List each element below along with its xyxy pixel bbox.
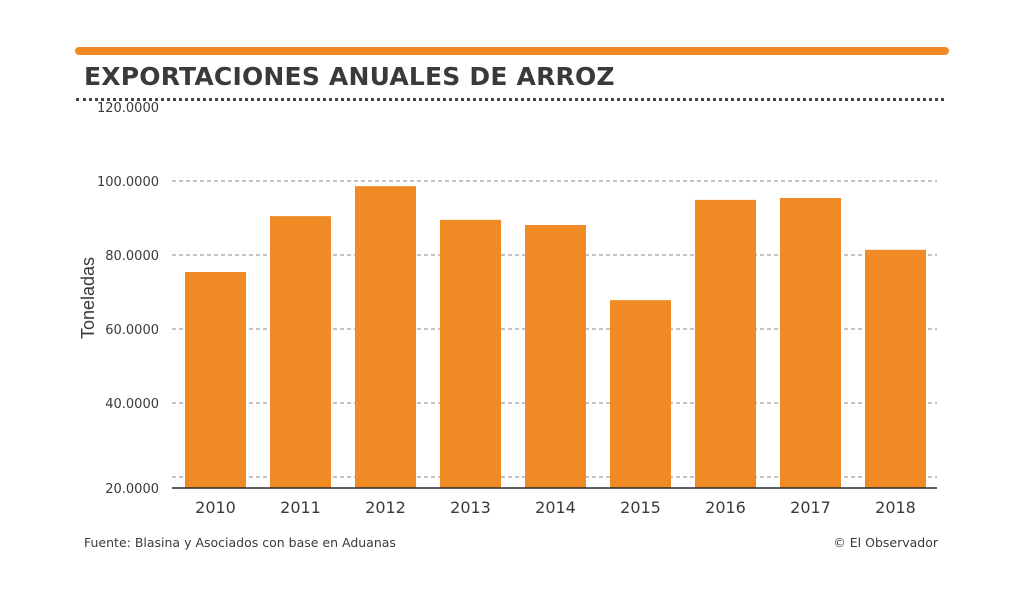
y-tick-label: 100.0000 (97, 175, 159, 190)
bar-2016 (695, 199, 756, 488)
x-tick-label: 2012 (365, 498, 406, 517)
copyright-credit: © El Observador (833, 535, 938, 550)
title-dotted-divider (76, 98, 944, 101)
x-tick-label: 2014 (535, 498, 576, 517)
y-tick-label: 40.0000 (105, 397, 159, 412)
x-tick-labels: 2010 2011 2012 2013 2014 2015 2016 2017 2018 (195, 498, 916, 517)
bar-2014 (525, 225, 586, 488)
x-tick-label: 2010 (195, 498, 236, 517)
x-tick-label: 2018 (875, 498, 916, 517)
y-axis-label: Toneladas (78, 257, 98, 339)
y-tick-label: 120.0000 (97, 101, 159, 116)
bar-2017 (780, 198, 841, 488)
y-tick-label: 60.0000 (105, 323, 159, 338)
bar-2012 (355, 186, 416, 488)
header-accent-rule (75, 47, 949, 55)
x-tick-label: 2017 (790, 498, 831, 517)
x-tick-label: 2011 (280, 498, 321, 517)
bars (185, 186, 926, 488)
x-tick-label: 2015 (620, 498, 661, 517)
x-tick-label: 2013 (450, 498, 491, 517)
bar-2018 (865, 249, 926, 488)
y-tick-labels: 120.0000 100.0000 80.0000 60.0000 40.0000 20.… (97, 101, 159, 497)
bar-2011 (270, 216, 331, 488)
y-tick-label: 20.0000 (105, 482, 159, 497)
bar-2013 (440, 219, 501, 488)
bar-2015 (610, 300, 671, 488)
bar-2010 (185, 272, 246, 488)
x-tick-label: 2016 (705, 498, 746, 517)
chart-title: EXPORTACIONES ANUALES DE ARROZ (84, 62, 615, 91)
source-note: Fuente: Blasina y Asociados con base en … (84, 535, 396, 550)
y-tick-label: 80.0000 (105, 249, 159, 264)
